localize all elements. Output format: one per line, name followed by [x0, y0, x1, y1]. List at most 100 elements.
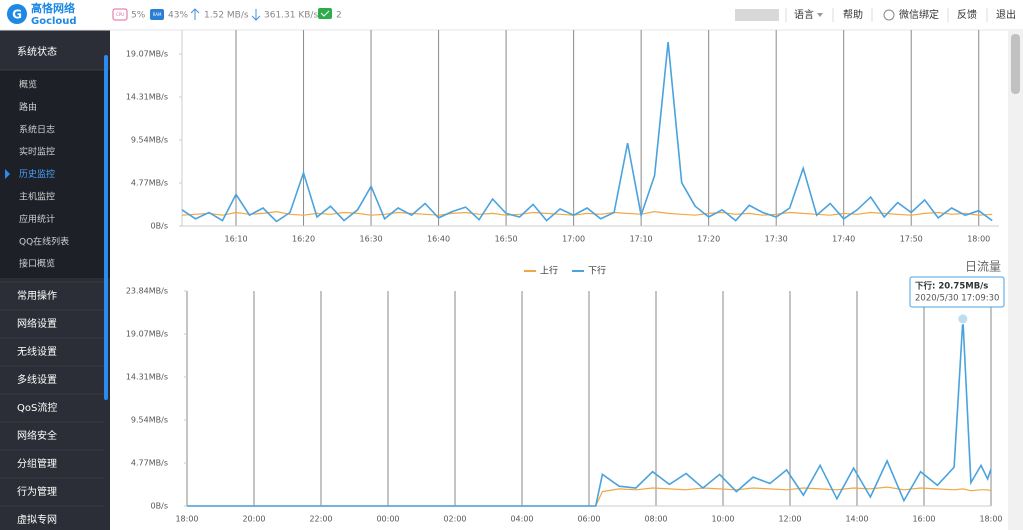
- sidebar-item[interactable]: 无线设置: [17, 345, 57, 358]
- devices-value: 2: [336, 11, 342, 21]
- ram-value: 43%: [168, 11, 188, 21]
- x-tick-label: 10:00: [711, 515, 734, 524]
- cpu-value: 5%: [131, 11, 146, 21]
- y-tick-label: 19.07MB/s: [126, 330, 168, 339]
- sidebar-scrollbar: [104, 55, 108, 400]
- legend-label: 上行: [540, 265, 558, 277]
- down-value: 361.31 KB/s: [264, 11, 318, 21]
- y-tick-label: 4.77MB/s: [131, 458, 168, 467]
- sidebar-item[interactable]: 多线设置: [17, 373, 57, 386]
- x-tick-label: 16:50: [495, 235, 518, 244]
- sidebar-item[interactable]: 常用操作: [17, 289, 57, 302]
- series-line: [187, 318, 992, 507]
- logo-brand: Gocloud: [31, 16, 77, 27]
- x-tick-label: 02:00: [443, 515, 466, 524]
- x-tick-label: 16:40: [427, 235, 450, 244]
- dropdown-arrow: [817, 13, 823, 17]
- x-tick-label: 17:30: [765, 235, 788, 244]
- x-tick-label: 14:00: [845, 515, 868, 524]
- y-tick-label: 19.07MB/s: [126, 50, 168, 59]
- ram-icon: [150, 9, 164, 20]
- sidebar-item[interactable]: 虚拟专网: [17, 513, 57, 526]
- chart: [179, 30, 999, 227]
- up-value: 1.52 MB/s: [204, 11, 249, 21]
- sidebar-item[interactable]: 分组管理: [17, 457, 57, 470]
- logo-icon: [7, 4, 27, 24]
- menu-help[interactable]: 帮助: [843, 8, 863, 21]
- y-tick-label: 9.54MB/s: [131, 135, 168, 144]
- x-tick-label: 00:00: [376, 515, 399, 524]
- logo-name: 高恪网络: [31, 1, 75, 15]
- x-tick-label: 04:00: [510, 515, 533, 524]
- x-tick-label: 18:00: [175, 515, 198, 524]
- menu-language[interactable]: 语言: [794, 8, 814, 21]
- y-tick-label: 0B/s: [151, 502, 168, 511]
- x-tick-label: 17:00: [562, 235, 585, 244]
- y-tick-label: 9.54MB/s: [131, 415, 168, 424]
- devices-icon: [318, 8, 332, 19]
- y-tick-label: 4.77MB/s: [131, 178, 168, 187]
- active-marker: [5, 169, 10, 179]
- sidebar-subitem[interactable]: 路由: [19, 101, 37, 113]
- tooltip: [909, 276, 1005, 308]
- sidebar-subitem[interactable]: QQ在线列表: [19, 235, 69, 247]
- sidebar-item[interactable]: 行为管理: [17, 485, 57, 498]
- x-tick-label: 17:50: [900, 235, 923, 244]
- header: [0, 0, 1023, 30]
- sidebar-subitem[interactable]: 概览: [19, 79, 37, 91]
- down-icon: [251, 9, 261, 21]
- sidebar-section: 系统状态: [17, 45, 57, 58]
- x-tick-label: 22:00: [309, 515, 332, 524]
- x-tick-label: 17:10: [630, 235, 653, 244]
- y-tick-label: 23.84MB/s: [126, 287, 168, 296]
- user-blur: [735, 9, 779, 21]
- x-tick-label: 18:00: [967, 235, 990, 244]
- wechat-icon: [883, 9, 895, 21]
- y-tick-label: 0B/s: [151, 222, 168, 231]
- x-tick-label: 16:20: [292, 235, 315, 244]
- sidebar-subitem[interactable]: 接口概览: [19, 258, 55, 270]
- menu-wechat[interactable]: 微信绑定: [899, 8, 939, 21]
- tooltip-point: [957, 313, 969, 325]
- menu-feedback[interactable]: 反馈: [957, 8, 977, 21]
- tooltip-label: 下行: 20.75MB/s: [915, 281, 988, 292]
- chart-title: 日流量: [965, 260, 1001, 274]
- sidebar-subitem[interactable]: 应用统计: [19, 213, 55, 225]
- series-line: [181, 42, 993, 223]
- cpu-icon: [112, 8, 128, 21]
- series-line: [181, 210, 993, 216]
- x-tick-label: 17:40: [832, 235, 855, 244]
- ram-icon-text: RAM: [153, 12, 162, 17]
- page-scrollbar: [1008, 31, 1023, 530]
- x-tick-label: 06:00: [577, 515, 600, 524]
- up-icon: [190, 8, 200, 20]
- sidebar-item[interactable]: 网络安全: [17, 429, 57, 442]
- legend-label: 下行: [588, 265, 606, 277]
- page-scrollbar-thumb[interactable]: [1011, 34, 1020, 94]
- series-line: [187, 486, 992, 507]
- y-tick-label: 14.31MB/s: [126, 372, 168, 381]
- x-tick-label: 16:10: [224, 235, 247, 244]
- y-tick-label: 14.31MB/s: [126, 92, 168, 101]
- sidebar-item[interactable]: QoS流控: [17, 401, 57, 414]
- x-tick-label: 12:00: [778, 515, 801, 524]
- chart: [184, 290, 992, 507]
- submenu-bg: [0, 70, 110, 278]
- sidebar-item[interactable]: 网络设置: [17, 317, 57, 330]
- sidebar-subitem[interactable]: 历史监控: [19, 168, 55, 180]
- logo-glyph: G: [12, 8, 22, 22]
- menu-logout[interactable]: 退出: [996, 8, 1016, 21]
- x-tick-label: 18:00: [979, 515, 1002, 524]
- sidebar-subitem[interactable]: 实时监控: [19, 146, 55, 158]
- x-tick-label: 20:00: [242, 515, 265, 524]
- devices-check: [320, 10, 330, 17]
- sidebar-subitem[interactable]: 主机监控: [19, 191, 55, 203]
- x-tick-label: 08:00: [644, 515, 667, 524]
- x-tick-label: 17:20: [697, 235, 720, 244]
- x-tick-label: 16:30: [360, 235, 383, 244]
- x-tick-label: 16:00: [912, 515, 935, 524]
- sidebar-subitem[interactable]: 系统日志: [19, 123, 55, 135]
- cpu-icon-text: CPU: [116, 12, 124, 17]
